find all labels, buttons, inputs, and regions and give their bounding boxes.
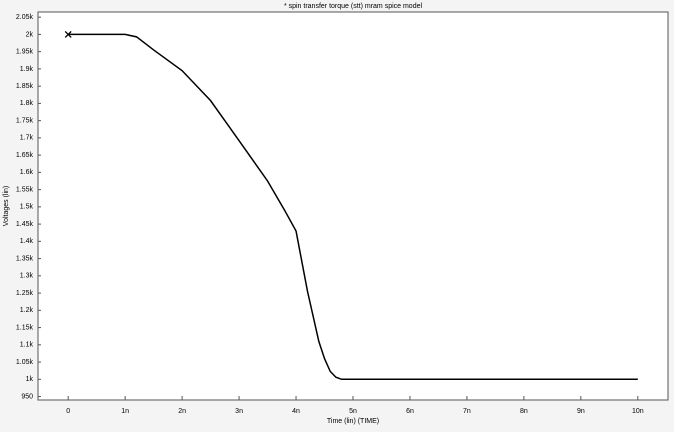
y-tick-label: 1.4k [20, 238, 34, 245]
y-tick-label: 1.85k [16, 83, 34, 90]
x-axis-label: Time (lin) (TIME) [327, 418, 379, 425]
x-tick-label: 9n [577, 408, 585, 415]
y-tick-label: 1.2k [20, 307, 34, 314]
y-tick-label: 1.65k [16, 152, 34, 159]
y-tick-label: 1.5k [20, 204, 34, 211]
y-tick-label: 2.05k [16, 14, 34, 21]
x-tick-label: 5n [349, 408, 357, 415]
series-line [68, 33, 638, 381]
y-tick-label: 1.8k [20, 100, 34, 107]
chart-title: * spin transfer torque (stt) mram spice … [284, 3, 423, 10]
y-tick-label: 1.55k [16, 186, 34, 193]
x-tick-label: 2n [178, 408, 186, 415]
y-tick-label: 1.05k [16, 359, 34, 366]
y-tick-label: 1.6k [20, 169, 34, 176]
y-tick-label: 1.95k [16, 49, 34, 56]
y-tick-label: 2k [26, 31, 34, 38]
plot-frame [37, 11, 669, 401]
x-tick-label: 0 [66, 408, 70, 415]
y-tick-label: 1.35k [16, 255, 34, 262]
y-tick-label: 1.9k [20, 66, 34, 73]
x-tick-label: 4n [292, 408, 300, 415]
y-tick-label: 1.45k [16, 221, 34, 228]
y-axis-label: Voltages (lin) [3, 186, 10, 226]
y-tick-label: 950 [21, 393, 33, 400]
x-tick-label: 10n [632, 408, 644, 415]
x-tick-label: 8n [520, 408, 528, 415]
y-tick-label: 1.15k [16, 324, 34, 331]
y-tick-label: 1.1k [20, 342, 34, 349]
y-tick-label: 1k [26, 376, 34, 383]
x-tick-label: 7n [463, 408, 471, 415]
y-tick-label: 1.25k [16, 290, 34, 297]
y-tick-label: 1.7k [20, 135, 34, 142]
y-tick-label: 1.3k [20, 273, 34, 280]
x-tick-label: 3n [235, 408, 243, 415]
x-tick-label: 6n [406, 408, 414, 415]
y-tick-label: 1.75k [16, 117, 34, 124]
x-tick-label: 1n [121, 408, 129, 415]
start-marker [64, 30, 72, 38]
